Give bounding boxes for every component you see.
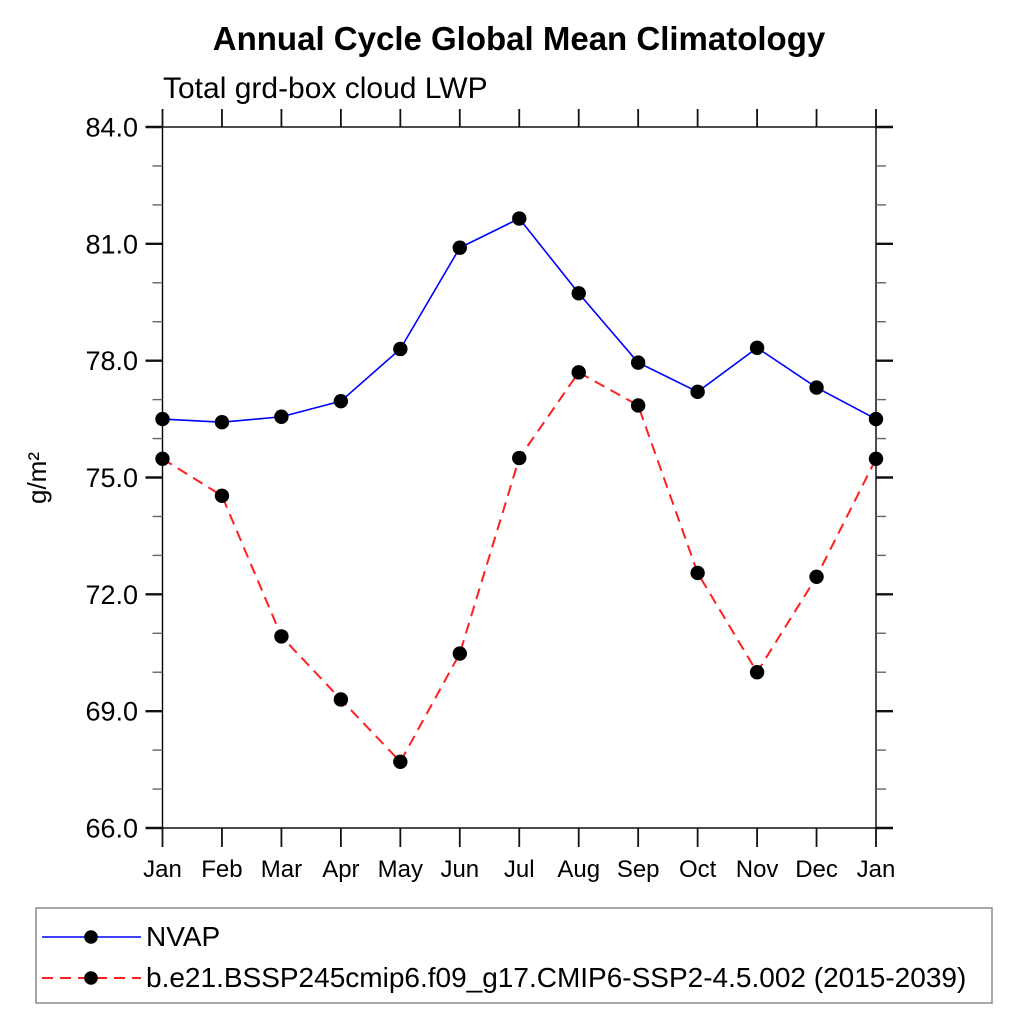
series-marker-1 [690,565,705,581]
x-tick-label: Aug [557,856,600,883]
chart-subtitle: Total grd-box cloud LWP [163,72,488,105]
series-marker-0 [393,341,408,357]
series-marker-1 [512,450,527,466]
x-tick-label: Nov [736,856,779,883]
x-tick-label: Dec [795,856,838,883]
chart-title: Annual Cycle Global Mean Climatology [213,20,826,57]
y-tick-label: 84.0 [85,113,138,143]
x-tick-label: Sep [617,856,660,883]
series-marker-1 [630,398,646,413]
y-tick-label: 72.0 [85,580,138,610]
y-tick-label: 75.0 [85,463,138,493]
series-line-1 [161,371,877,764]
series-marker-0 [630,355,646,370]
x-tick-label: Apr [322,856,359,883]
series-marker-1 [452,646,467,661]
legend-label-model: b.e21.BSSP245cmip6.f09_g17.CMIP6-SSP2-4.… [146,962,966,993]
series-marker-1 [809,569,824,585]
series-marker-0 [214,414,230,430]
legend-line-samples [42,930,141,985]
x-tick-label: Feb [201,856,242,883]
series-marker-1 [393,754,408,769]
series-marker-0 [571,286,586,301]
series-marker-0 [690,384,705,400]
series-marker-1 [333,692,349,707]
series-marker-0 [452,240,467,255]
series-marker-1 [214,488,230,504]
data-series [155,211,884,769]
x-tick-label: May [378,856,423,883]
legend: NVAP b.e21.BSSP245cmip6.f09_g17.CMIP6-SS… [35,907,993,1004]
series-marker-1 [868,451,884,467]
y-axis-label: g/m² [22,452,52,504]
series-marker-1 [274,629,289,644]
x-tick-label: Jul [504,856,535,883]
series-marker-0 [333,393,349,409]
series-marker-1 [749,665,765,680]
series-marker-0 [809,380,824,395]
series-marker-0 [274,409,289,424]
legend-sample-marker-1 [84,971,98,985]
series-line-0 [162,217,877,424]
series-marker-0 [512,211,527,226]
x-tick-label: Oct [679,856,717,883]
series-marker-0 [868,411,884,427]
y-tick-label: 66.0 [85,814,138,844]
series-marker-0 [155,411,170,427]
x-tick-label: Jun [440,856,479,883]
legend-sample-marker-0 [84,930,98,944]
x-tick-label: Mar [261,856,302,883]
x-tick-label: Jan [143,856,182,883]
series-marker-0 [749,340,765,356]
x-tick-label: Jan [857,856,896,883]
legend-label-nvap: NVAP [146,921,220,952]
y-tick-label: 78.0 [85,346,138,376]
plot-frame [161,126,877,829]
series-marker-1 [155,451,170,467]
series-marker-1 [571,365,586,380]
y-tick-label: 81.0 [85,229,138,259]
legend-box [35,907,993,1004]
y-tick-label: 69.0 [85,697,138,727]
